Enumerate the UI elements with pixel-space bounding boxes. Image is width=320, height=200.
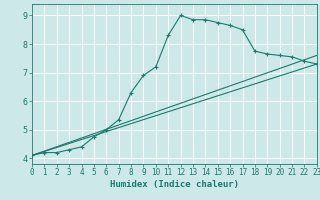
X-axis label: Humidex (Indice chaleur): Humidex (Indice chaleur) [110, 180, 239, 189]
